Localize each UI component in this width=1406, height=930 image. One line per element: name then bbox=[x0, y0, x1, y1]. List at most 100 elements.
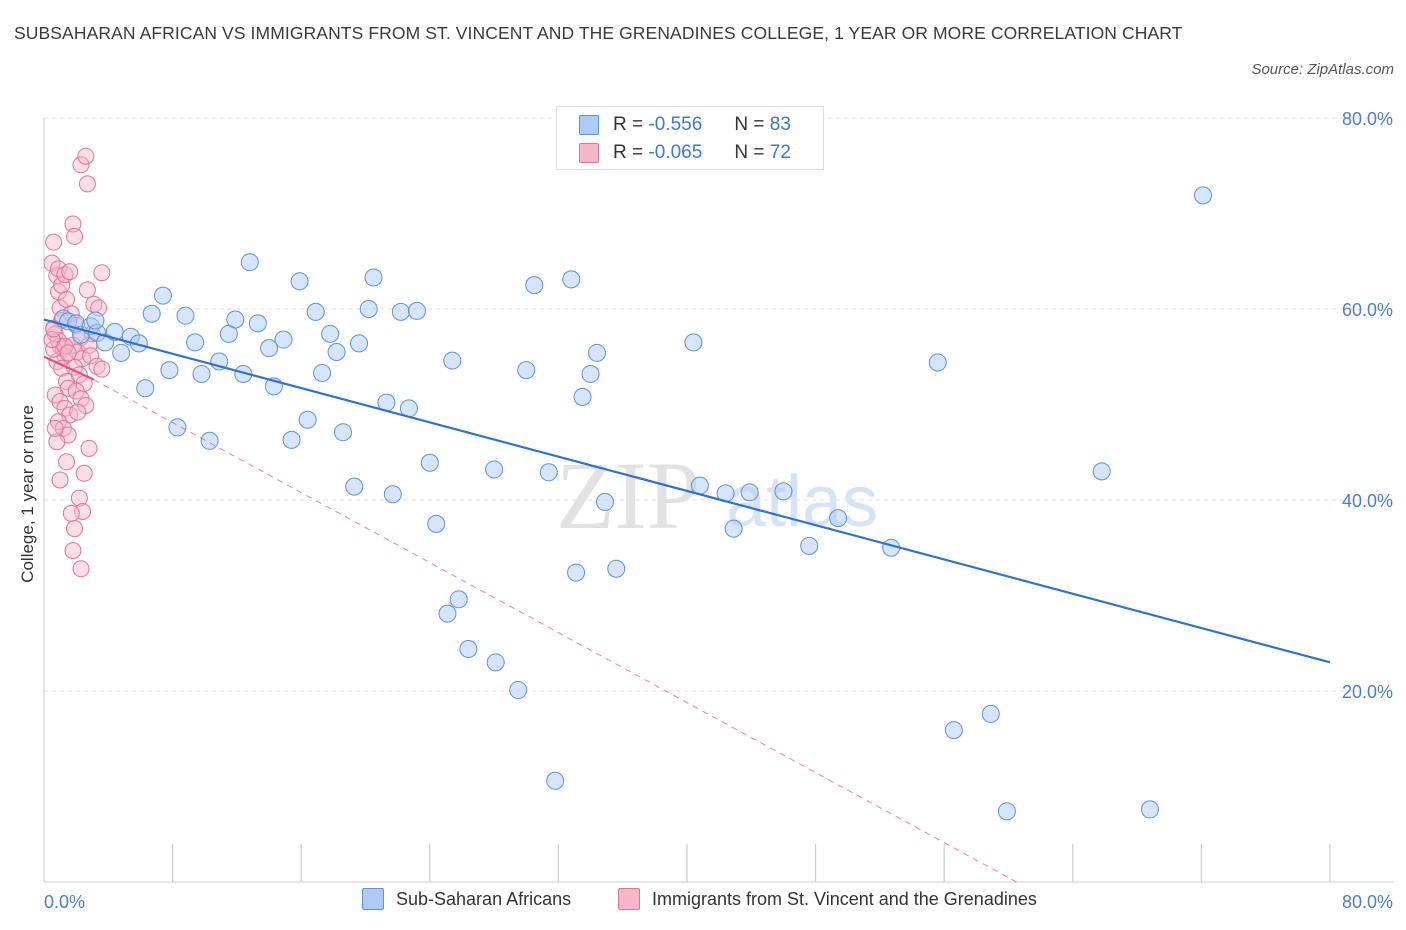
blue-point bbox=[192, 364, 211, 383]
blue-point bbox=[298, 410, 317, 429]
blue-point bbox=[333, 423, 352, 442]
blue-point bbox=[345, 477, 364, 496]
trendlines bbox=[43, 318, 1331, 883]
legend-row-blue: R = -0.556 N = 83 bbox=[579, 112, 791, 138]
pink-point bbox=[75, 464, 93, 482]
blue-point bbox=[724, 519, 743, 538]
blue-point bbox=[383, 485, 402, 504]
pink-swatch bbox=[579, 143, 599, 163]
blue-point bbox=[596, 492, 615, 511]
blue-point bbox=[539, 463, 558, 482]
blue-point bbox=[485, 460, 504, 479]
blue-point bbox=[684, 333, 703, 352]
legend-pink-r-value: -0.065 bbox=[648, 142, 703, 163]
pink-point bbox=[78, 281, 96, 299]
blue-point bbox=[486, 653, 505, 672]
x-tick-label-min: 0.0% bbox=[44, 892, 85, 912]
legend-pink-n-value: 72 bbox=[769, 142, 791, 163]
pink-point bbox=[62, 504, 80, 522]
blue-point bbox=[407, 301, 426, 320]
blue-point bbox=[740, 483, 759, 502]
bottom-legend-blue-swatch bbox=[362, 888, 384, 910]
y-tick-label: 40.0% bbox=[1342, 491, 1393, 511]
bottom-legend-pink: Immigrants from St. Vincent and the Gren… bbox=[618, 888, 1037, 910]
blue-point bbox=[420, 453, 439, 472]
blue-point bbox=[112, 343, 131, 362]
blue-point bbox=[573, 387, 592, 406]
pink-point bbox=[72, 156, 90, 174]
blue-point bbox=[829, 509, 848, 528]
watermark-atlas: atlas bbox=[726, 462, 878, 542]
pink-point bbox=[82, 347, 100, 365]
bottom-legend-pink-swatch bbox=[618, 888, 640, 910]
pink-point bbox=[61, 263, 79, 281]
blue-point bbox=[562, 270, 581, 289]
blue-point bbox=[427, 514, 446, 533]
pink-point bbox=[66, 227, 84, 245]
blue-point bbox=[86, 311, 105, 330]
blue-point bbox=[449, 590, 468, 609]
pink-point bbox=[59, 344, 77, 362]
legend-row-pink: R = -0.065 N = 72 bbox=[579, 140, 791, 166]
blue-swatch bbox=[579, 115, 599, 135]
blue-point bbox=[690, 476, 709, 495]
pink-point bbox=[72, 560, 90, 578]
blue-point bbox=[200, 431, 219, 450]
blue-point bbox=[567, 563, 586, 582]
axes bbox=[43, 118, 1394, 883]
watermark-zip: ZIP bbox=[556, 442, 700, 549]
blue-point bbox=[607, 559, 626, 578]
blue-point bbox=[391, 302, 410, 321]
pink-point bbox=[88, 357, 106, 375]
bottom-legend-blue: Sub-Saharan Africans bbox=[362, 888, 571, 910]
legend-blue-n-label: N = bbox=[734, 114, 765, 135]
pink-point bbox=[58, 290, 76, 308]
y-tick-label: 80.0% bbox=[1342, 109, 1393, 129]
pink-point bbox=[56, 266, 74, 284]
blue-point bbox=[443, 351, 462, 370]
blue-trendline bbox=[43, 318, 1331, 664]
pink-point bbox=[70, 489, 88, 507]
pink-point bbox=[64, 542, 82, 560]
pink-point bbox=[93, 264, 111, 282]
y-tick-label: 60.0% bbox=[1342, 300, 1393, 320]
blue-point bbox=[459, 639, 478, 658]
y-tick-label: 20.0% bbox=[1342, 682, 1393, 702]
pink-trendline bbox=[43, 355, 95, 381]
blue-point bbox=[1140, 800, 1159, 819]
blue-point bbox=[928, 353, 947, 372]
grid-lines bbox=[44, 117, 1394, 692]
blue-point bbox=[546, 771, 565, 790]
blue-point bbox=[800, 536, 819, 555]
y-axis-label: College, 1 year or more bbox=[18, 405, 37, 583]
blue-point bbox=[160, 361, 179, 380]
pink-point bbox=[48, 433, 66, 451]
legend-pink-n-label: N = bbox=[734, 142, 765, 163]
bottom-legend-pink-label: Immigrants from St. Vincent and the Gren… bbox=[652, 888, 1037, 909]
blue-point bbox=[240, 253, 259, 272]
pink-point bbox=[80, 439, 98, 457]
bottom-legend-blue-label: Sub-Saharan Africans bbox=[396, 888, 572, 909]
legend-blue-n-value: 83 bbox=[769, 114, 791, 135]
pink-point bbox=[66, 520, 84, 538]
blue-point bbox=[981, 704, 1000, 723]
blue-point bbox=[226, 310, 245, 329]
blue-point bbox=[186, 333, 205, 352]
pink-point bbox=[69, 403, 87, 421]
blue-point bbox=[1092, 462, 1111, 481]
blue-point bbox=[438, 604, 457, 623]
pink-point bbox=[78, 175, 96, 193]
blue-point bbox=[997, 802, 1016, 821]
pink-point bbox=[49, 260, 67, 278]
pink-point bbox=[45, 233, 63, 251]
blue-point bbox=[525, 276, 544, 295]
blue-point bbox=[282, 430, 301, 449]
blue-point bbox=[1194, 186, 1213, 205]
blue-point bbox=[274, 330, 293, 349]
blue-point bbox=[509, 681, 528, 700]
blue-point bbox=[364, 268, 383, 287]
blue-point bbox=[327, 342, 346, 361]
blue-point bbox=[176, 306, 195, 325]
blue-point bbox=[350, 334, 369, 353]
